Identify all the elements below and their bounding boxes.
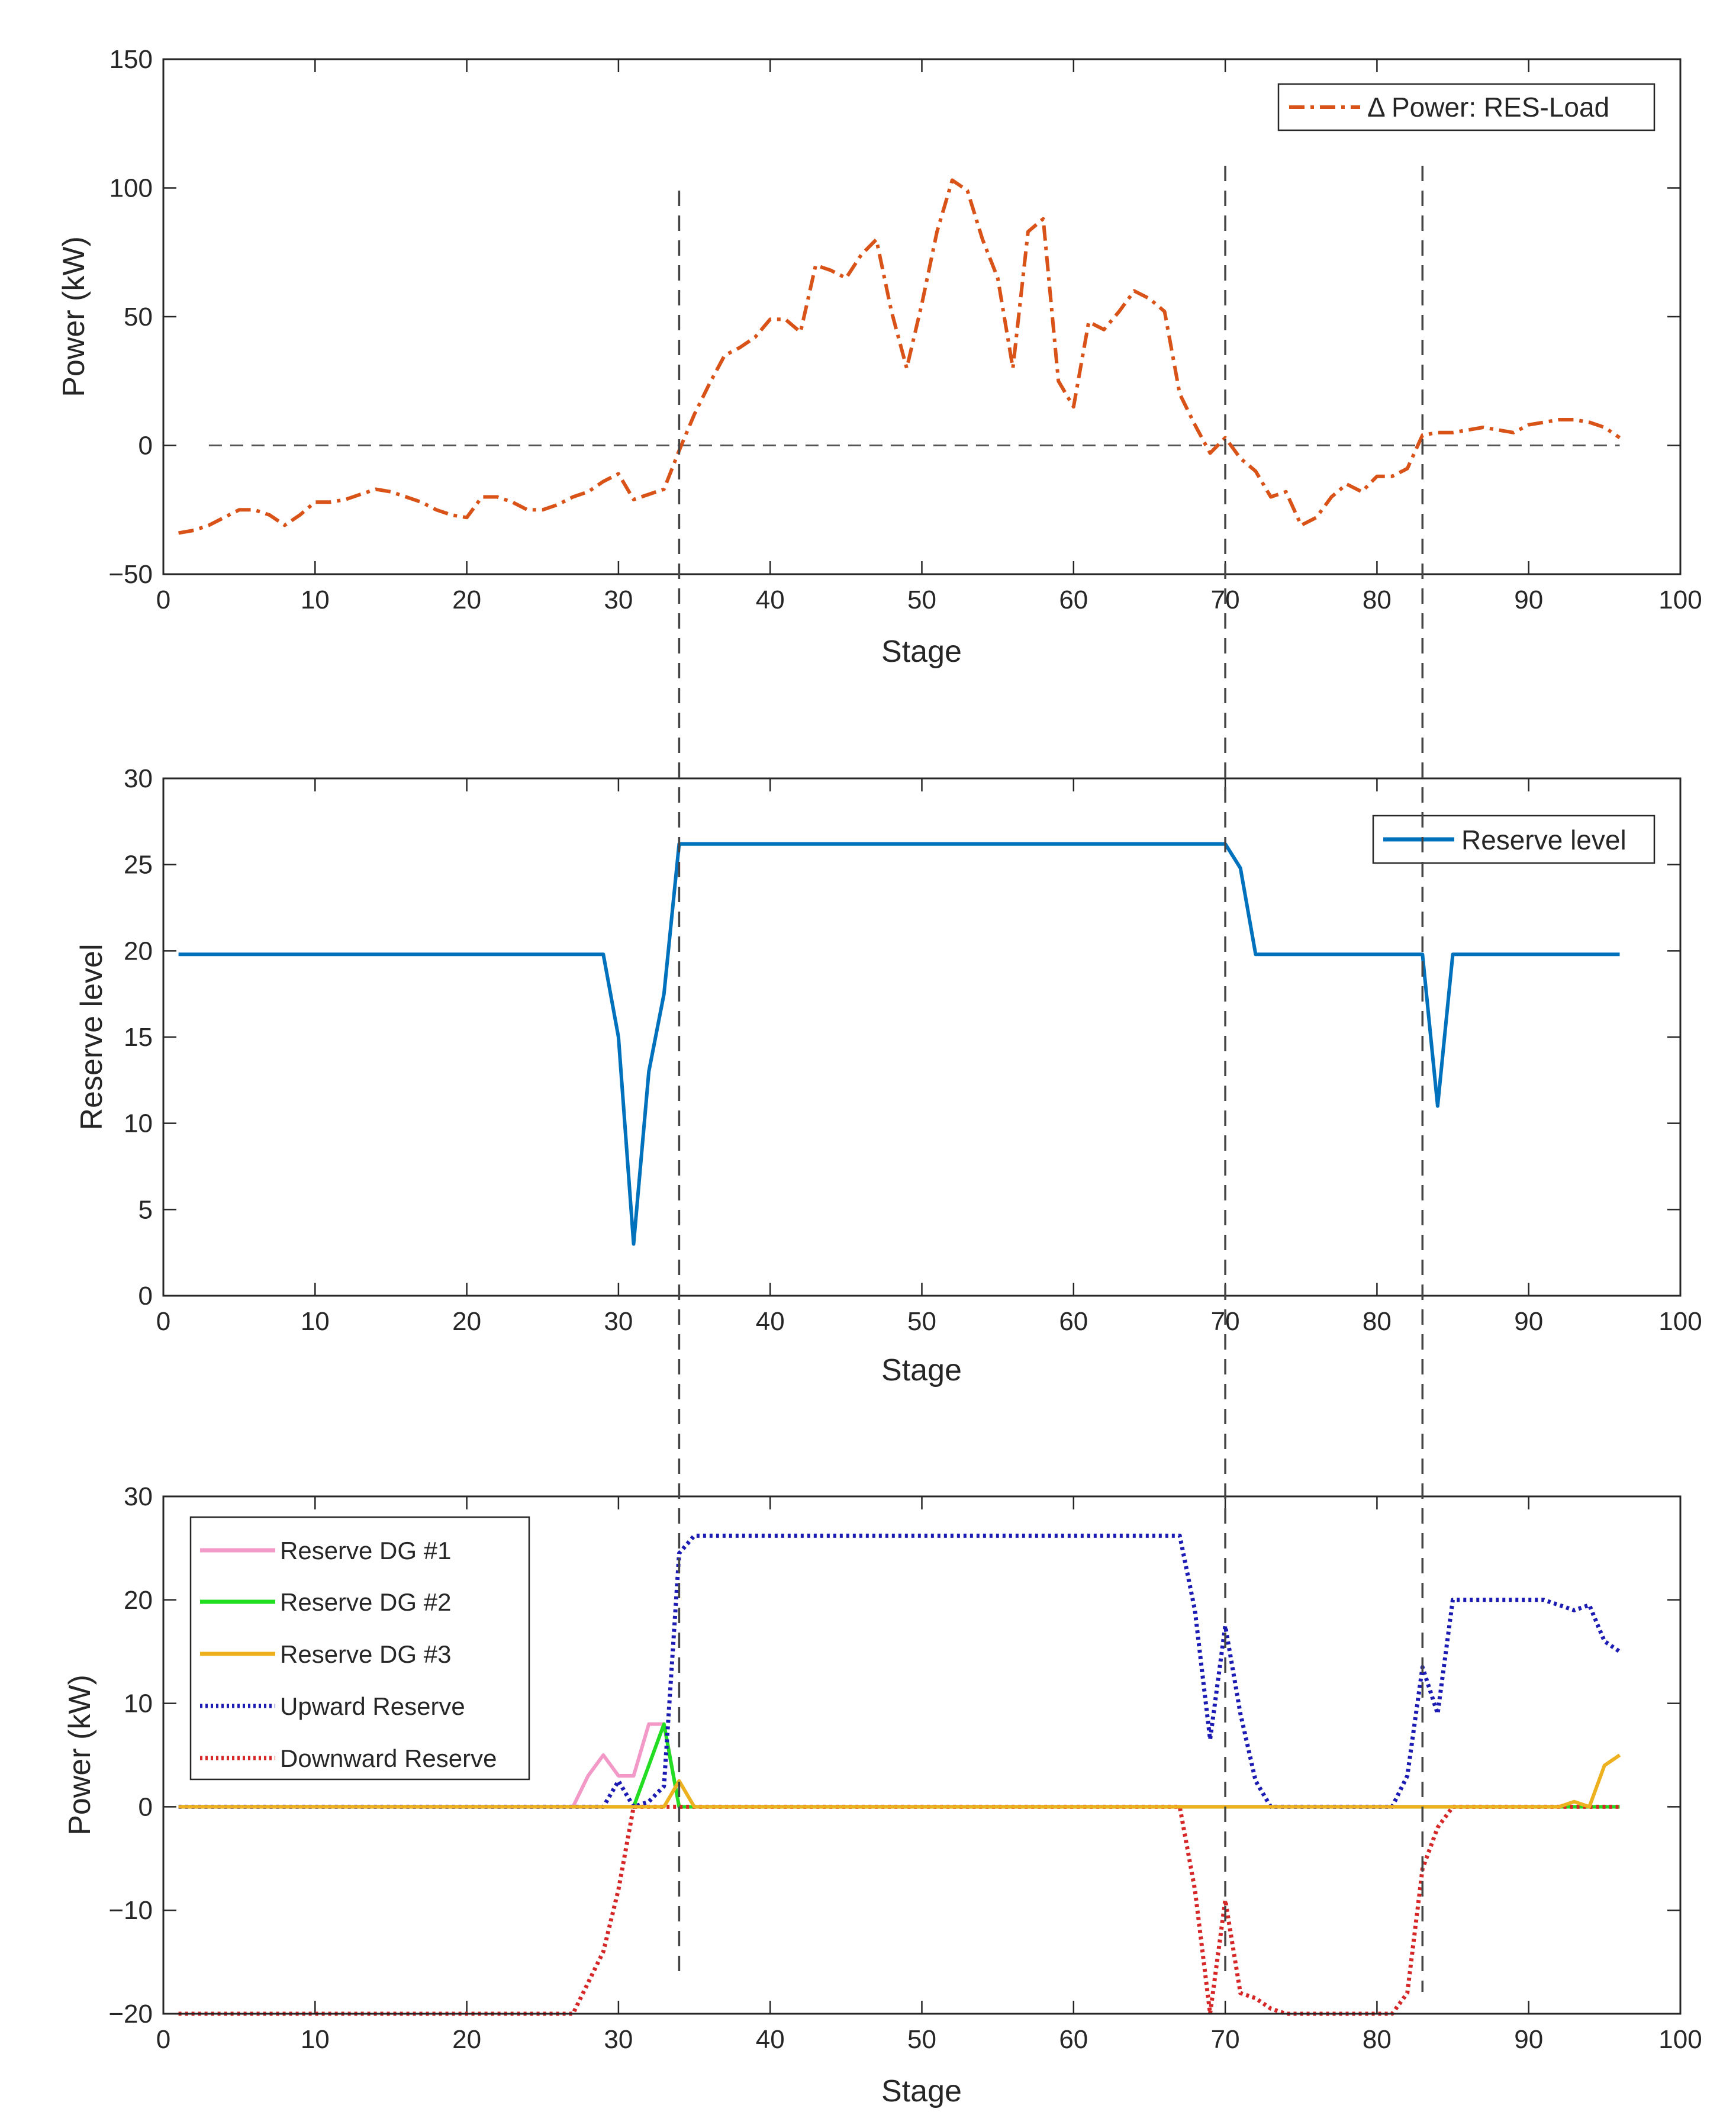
chart-2-y-tick-label: 25 <box>124 851 153 880</box>
chart-2-x-tick-label: 0 <box>156 1307 170 1336</box>
chart-2-x-tick-label: 60 <box>1059 1307 1088 1336</box>
chart-1-x-tick-label: 20 <box>452 585 481 614</box>
chart-1-x-tick-label: 30 <box>604 585 633 614</box>
chart-1-y-tick-label: 50 <box>124 302 153 331</box>
chart-1-legend-label-delta-power: Δ Power: RES-Load <box>1367 92 1609 123</box>
chart-3-series-downward-reserve <box>178 1804 1620 2016</box>
chart-1-legend-box <box>1277 83 1656 131</box>
chart-1-series-power-res-load <box>178 178 1621 535</box>
chart-3-x-tick-label: 70 <box>1211 2025 1240 2054</box>
chart-3-x-tick-label: 40 <box>756 2025 785 2054</box>
chart-2-x-tick-label: 20 <box>452 1307 481 1336</box>
chart-2-legend-label-reserve-level: Reserve level <box>1461 825 1627 855</box>
chart-2-legend: Reserve level <box>1372 815 1656 864</box>
chart-3-legend-label-upward: Upward Reserve <box>280 1692 465 1720</box>
chart-2-x-tick-label: 90 <box>1514 1307 1543 1336</box>
chart-3-y-tick-label: 0 <box>139 1792 153 1821</box>
chart-1-y-tick-label: 100 <box>109 174 153 203</box>
chart-2-y-tick-labels: 0 5 10 15 20 25 30 <box>124 764 153 1311</box>
chart-1-x-tick-label: 90 <box>1514 585 1543 614</box>
chart-2-x-tick-label: 30 <box>604 1307 633 1336</box>
chart-1-gridless-ticks <box>162 58 1682 575</box>
chart-3-x-tick-label: 50 <box>907 2025 936 2054</box>
chart-1-x-tick-label: 100 <box>1658 585 1702 614</box>
chart-2-y-tick-label: 10 <box>124 1109 153 1138</box>
chart-3-legend-label-dg3: Reserve DG #3 <box>280 1640 451 1668</box>
chart-3-legend: Reserve DG #1 Reserve DG #2 Reserve DG #… <box>189 1516 530 1781</box>
chart-2-y-tick-label: 20 <box>124 936 153 965</box>
chart-3-series-reserve-dg-3 <box>178 1753 1621 1809</box>
chart-2-x-tick-label: 50 <box>907 1307 936 1336</box>
chart-3-y-tick-label: −10 <box>108 1896 153 1925</box>
chart-3-x-tick-label: 10 <box>301 2025 330 2054</box>
chart-2-x-axis-label: Stage <box>881 1353 962 1387</box>
chart-3-x-axis-label: Stage <box>881 2074 962 2108</box>
chart-2-x-tick-labels: 0 10 20 30 40 50 60 70 80 90 100 <box>156 1307 1702 1336</box>
chart-2-y-tick-label: 15 <box>124 1023 153 1052</box>
chart-3-y-axis-label: Power (kW) <box>63 1675 97 1836</box>
chart-1-x-tick-label: 50 <box>907 585 936 614</box>
chart-1-x-axis-label: Stage <box>881 635 962 669</box>
chart-1-x-tick-label: 40 <box>756 585 785 614</box>
chart-1-x-tick-label: 80 <box>1363 585 1392 614</box>
chart-1-y-axis-label: Power (kW) <box>57 236 91 397</box>
chart-1-x-tick-labels: 0 10 20 30 40 50 60 70 80 90 100 <box>156 585 1702 614</box>
chart-3-x-tick-label: 60 <box>1059 2025 1088 2054</box>
chart-3-axes-box <box>162 1495 1682 2015</box>
chart-3-x-tick-label: 0 <box>156 2025 170 2054</box>
chart-2-y-tick-label: 30 <box>124 764 153 793</box>
chart-3-legend-label-dg2: Reserve DG #2 <box>280 1588 451 1616</box>
chart-2-x-tick-label: 100 <box>1658 1307 1702 1336</box>
chart-3-y-tick-label: 30 <box>124 1482 153 1511</box>
chart-2-series <box>178 842 1620 1246</box>
chart-2-x-tick-label: 40 <box>756 1307 785 1336</box>
chart-3-y-tick-label: 10 <box>124 1689 153 1718</box>
chart-3-legend-label-dg1: Reserve DG #1 <box>280 1537 451 1564</box>
stage-markers <box>678 166 1424 1992</box>
chart-3-legend-label-downward: Downward Reserve <box>280 1744 497 1772</box>
chart-2-axes-box <box>162 777 1682 1297</box>
chart-3-x-tick-label: 90 <box>1514 2025 1543 2054</box>
chart-1-y-tick-label: −50 <box>108 560 153 589</box>
chart-1-x-tick-label: 60 <box>1059 585 1088 614</box>
chart-2-y-tick-label: 0 <box>139 1282 153 1311</box>
chart-2-y-tick-label: 5 <box>139 1195 153 1224</box>
chart-3-x-tick-label: 100 <box>1658 2025 1702 2054</box>
chart-1-x-tick-label: 10 <box>301 585 330 614</box>
chart-3-x-tick-labels: 0 10 20 30 40 50 60 70 80 90 100 <box>156 2025 1702 2054</box>
chart-3-x-tick-label: 80 <box>1363 2025 1392 2054</box>
chart-1-y-tick-labels: −50 0 50 100 150 <box>108 45 153 589</box>
chart-2-x-tick-label: 10 <box>301 1307 330 1336</box>
chart-3-x-tick-label: 20 <box>452 2025 481 2054</box>
chart-1-axes-box <box>162 58 1682 575</box>
chart-1-series <box>178 178 1621 535</box>
chart-3-legend-box <box>189 1516 530 1781</box>
chart-3-x-tick-label: 30 <box>604 2025 633 2054</box>
chart-1-legend: Δ Power: RES-Load <box>1277 83 1656 131</box>
chart-3-y-tick-label: −20 <box>108 2000 153 2029</box>
chart-2-series-reserve-level <box>178 842 1620 1246</box>
chart-2-y-axis-label: Reserve level <box>75 944 109 1130</box>
chart-3-y-tick-label: 20 <box>124 1586 153 1615</box>
chart-1-x-tick-label: 0 <box>156 585 170 614</box>
chart-3-series-upward-reserve <box>178 1533 1621 1809</box>
chart-3-y-tick-labels: −20 −10 0 10 20 30 <box>108 1482 153 2029</box>
chart-1-y-tick-label: 0 <box>139 432 153 461</box>
chart-2-x-tick-label: 80 <box>1363 1307 1392 1336</box>
chart-3: −20 −10 0 10 20 30 0 10 20 30 40 50 60 70 80 90 100 Sta… <box>63 1482 1702 2108</box>
chart-1-y-tick-label: 150 <box>109 45 153 74</box>
